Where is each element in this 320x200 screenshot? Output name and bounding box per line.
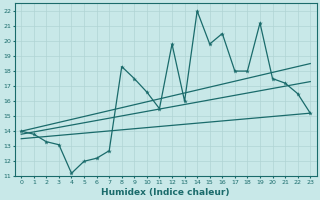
X-axis label: Humidex (Indice chaleur): Humidex (Indice chaleur) <box>101 188 230 197</box>
